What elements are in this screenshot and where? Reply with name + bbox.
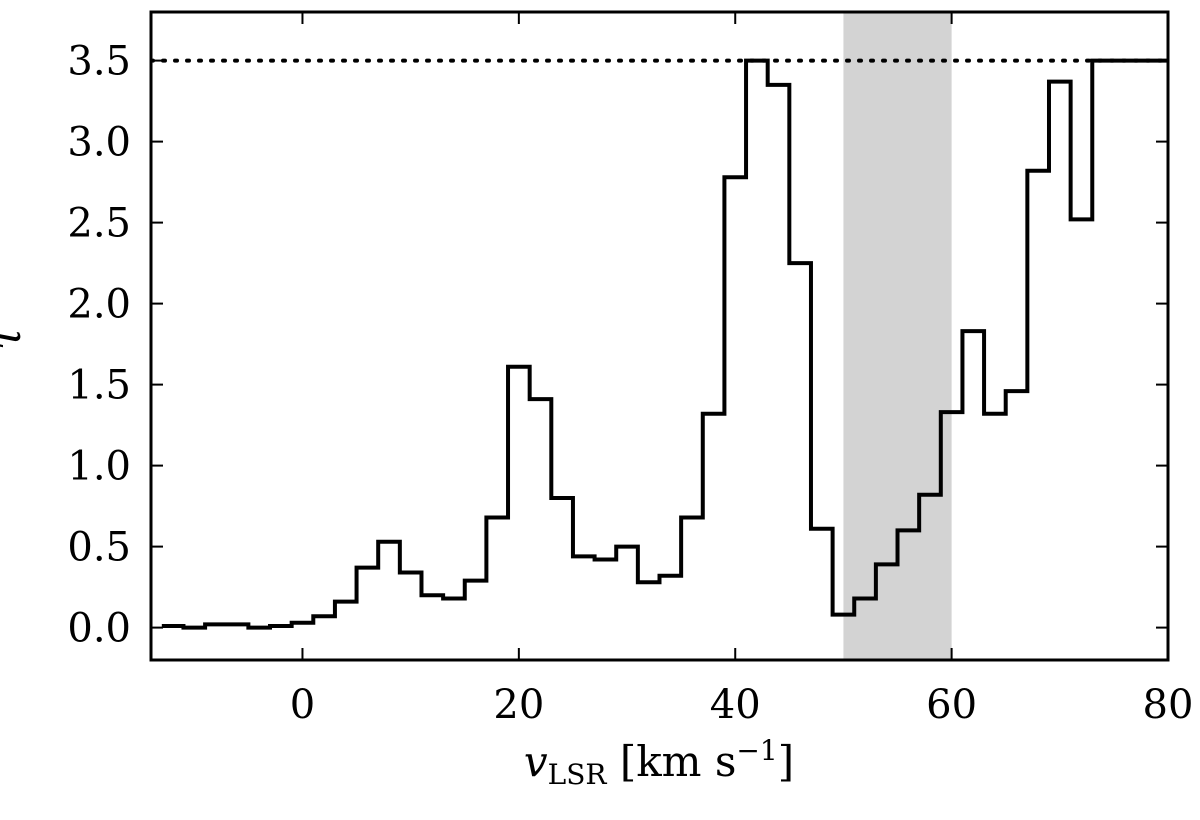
y-tick-label: 1.0	[67, 444, 131, 490]
x-axis-label-part-4: ]	[778, 737, 794, 786]
x-axis-label-part-1: LSR	[548, 758, 608, 791]
y-axis-label: τ	[0, 325, 31, 350]
y-tick-label: 2.0	[67, 282, 131, 328]
x-axis-label-part-0: v	[524, 737, 548, 786]
y-tick-label: 3.0	[67, 120, 131, 166]
x-axis-label-part-3: −1	[736, 734, 777, 767]
plot-frame	[149, 10, 1170, 662]
x-tick-label: 60	[926, 682, 977, 728]
x-tick-label: 80	[1143, 682, 1194, 728]
y-tick-label: 0.0	[67, 606, 131, 652]
axis-label-layer: τ vLSR [km s−1]	[0, 325, 794, 791]
series-line-0	[161, 58, 1168, 630]
x-tick-label: 40	[710, 682, 761, 728]
x-axis-label-part-2: [km s	[607, 737, 737, 786]
y-tick-label: 0.5	[67, 525, 131, 571]
y-tick-label: 3.5	[67, 39, 131, 85]
series-layer	[161, 58, 1168, 630]
x-axis-label: vLSR [km s−1]	[524, 734, 794, 791]
y-tick-label: 2.5	[67, 201, 131, 247]
x-tick-label: 0	[290, 682, 315, 728]
y-tick-label: 1.5	[67, 363, 131, 409]
tick-layer: 0 20 40 60 80 0.0 0.5 1.0 1.5 2.0 2.5 3.0 3.5	[67, 12, 1193, 728]
x-tick-label: 20	[493, 682, 544, 728]
